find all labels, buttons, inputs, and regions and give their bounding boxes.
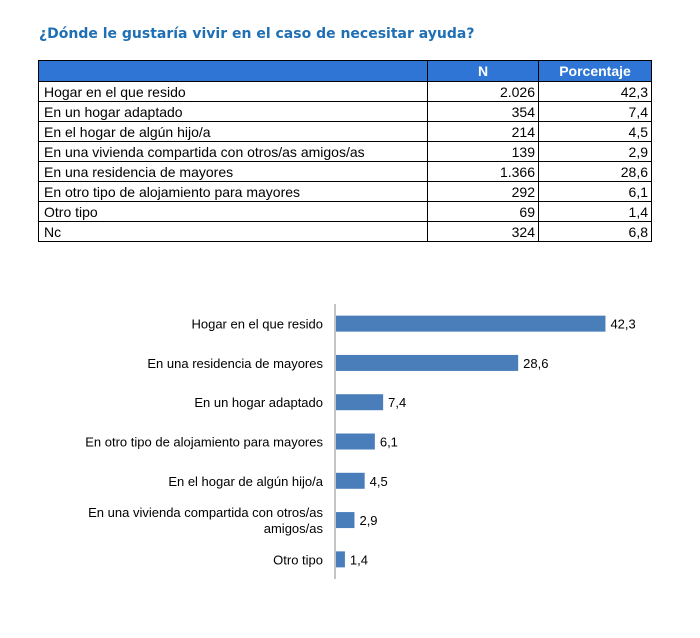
row-porcentaje: 7,4 bbox=[538, 101, 652, 122]
bar bbox=[336, 315, 606, 332]
row-n: 139 bbox=[427, 141, 539, 162]
row-porcentaje: 42,3 bbox=[538, 81, 652, 102]
bar-value-label: 1,4 bbox=[350, 552, 368, 567]
category-label: En otro tipo de alojamiento para mayores bbox=[85, 435, 323, 450]
row-n: 354 bbox=[427, 101, 539, 122]
row-label: En un hogar adaptado bbox=[38, 101, 428, 122]
row-n: 69 bbox=[427, 201, 539, 222]
bar bbox=[336, 551, 345, 568]
bar-value-label: 42,3 bbox=[610, 317, 635, 332]
category-label: En un hogar adaptado bbox=[194, 395, 323, 410]
row-label: En otro tipo de alojamiento para mayores bbox=[38, 181, 428, 202]
data-table: N Porcentaje Hogar en el que resido 2.026… bbox=[38, 60, 652, 242]
table-header-row: N Porcentaje bbox=[38, 60, 652, 82]
row-label: Hogar en el que resido bbox=[38, 81, 428, 102]
row-label: En una vivienda compartida con otros/as … bbox=[38, 141, 428, 162]
table-row: En una residencia de mayores 1.366 28,6 bbox=[38, 161, 652, 182]
header-label bbox=[38, 60, 428, 82]
table-row: Nc 324 6,8 bbox=[38, 221, 652, 242]
bar-value-label: 4,5 bbox=[370, 474, 388, 489]
table-row: En el hogar de algún hijo/a 214 4,5 bbox=[38, 121, 652, 142]
row-n: 324 bbox=[427, 221, 539, 242]
category-label: Otro tipo bbox=[273, 552, 323, 567]
category-label: En el hogar de algún hijo/a bbox=[168, 474, 323, 489]
header-porcentaje: Porcentaje bbox=[538, 60, 652, 82]
row-label: Otro tipo bbox=[38, 201, 428, 222]
row-porcentaje: 6,1 bbox=[538, 181, 652, 202]
bar-value-label: 6,1 bbox=[380, 435, 398, 450]
bar bbox=[336, 472, 365, 489]
table-body: Hogar en el que resido 2.026 42,3 En un hog… bbox=[38, 81, 652, 242]
bar bbox=[336, 354, 519, 371]
row-label: En una residencia de mayores bbox=[38, 161, 428, 182]
bar-value-label: 2,9 bbox=[359, 513, 377, 528]
category-label: En una vivienda compartida con otros/as a… bbox=[88, 505, 323, 536]
bar bbox=[336, 433, 375, 450]
table-row: Otro tipo 69 1,4 bbox=[38, 201, 652, 222]
page-title: ¿Dónde le gustaría vivir en el caso de n… bbox=[39, 26, 475, 42]
row-label: Nc bbox=[38, 221, 428, 242]
row-porcentaje: 28,6 bbox=[538, 161, 652, 182]
header-n: N bbox=[427, 60, 539, 82]
category-label: Hogar en el que resido bbox=[191, 317, 323, 332]
bar bbox=[336, 512, 355, 529]
bar-value-label: 7,4 bbox=[388, 395, 406, 410]
bar-value-label: 28,6 bbox=[523, 356, 548, 371]
bar bbox=[336, 394, 384, 411]
row-n: 2.026 bbox=[427, 81, 539, 102]
table-row: En una vivienda compartida con otros/as … bbox=[38, 141, 652, 162]
table-row: Hogar en el que resido 2.026 42,3 bbox=[38, 81, 652, 102]
row-label: En el hogar de algún hijo/a bbox=[38, 121, 428, 142]
row-porcentaje: 2,9 bbox=[538, 141, 652, 162]
row-porcentaje: 6,8 bbox=[538, 221, 652, 242]
row-n: 1.366 bbox=[427, 161, 539, 182]
category-label: En una residencia de mayores bbox=[147, 356, 323, 371]
table-row: En un hogar adaptado 354 7,4 bbox=[38, 101, 652, 122]
row-porcentaje: 1,4 bbox=[538, 201, 652, 222]
bar-chart: 42,3 Hogar en el que resido 28,6 En una res… bbox=[85, 304, 636, 579]
row-n: 292 bbox=[427, 181, 539, 202]
row-n: 214 bbox=[427, 121, 539, 142]
row-porcentaje: 4,5 bbox=[538, 121, 652, 142]
table-row: En otro tipo de alojamiento para mayores… bbox=[38, 181, 652, 202]
